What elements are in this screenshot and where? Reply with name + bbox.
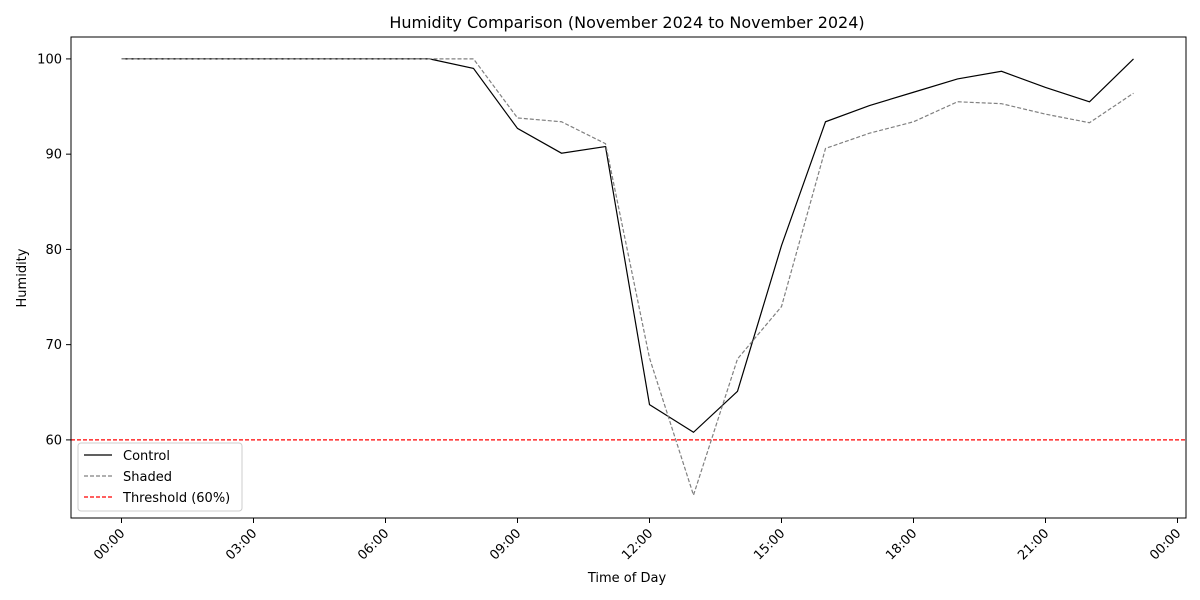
plot-frame	[70, 36, 1187, 519]
legend-label: Threshold (60%)	[122, 491, 230, 506]
series-line-shaded	[121, 58, 1134, 498]
y-axis: 60 70 80 90 100	[37, 52, 71, 448]
legend: Control Shaded Threshold (60%)	[77, 442, 243, 512]
plot-lines	[71, 58, 1186, 498]
x-tick-label: 12:00	[619, 526, 656, 563]
x-tick-label: 18:00	[883, 526, 920, 563]
legend-label: Shaded	[123, 470, 172, 485]
series-line-control	[121, 58, 1134, 434]
x-tick-label: 03:00	[223, 526, 260, 563]
x-tick-label: 06:00	[355, 526, 392, 563]
legend-box	[77, 442, 243, 512]
y-tick-label: 90	[45, 148, 62, 163]
x-tick-label: 00:00	[91, 526, 128, 563]
legend-label: Control	[123, 449, 170, 464]
y-tick-label: 100	[37, 52, 62, 67]
y-tick-label: 70	[45, 338, 62, 353]
x-tick-label: 09:00	[487, 526, 524, 563]
x-axis: 00:00 03:00 06:00 09:00 12:00 15:00 18:00 21:00…	[91, 518, 1184, 563]
x-tick-label: 00:00	[1147, 526, 1184, 563]
x-axis-label: Time of Day	[587, 571, 667, 586]
y-tick-label: 80	[45, 243, 62, 258]
y-tick-label: 60	[45, 433, 62, 448]
x-tick-label: 21:00	[1015, 526, 1052, 563]
y-axis-label: Humidity	[15, 248, 30, 307]
chart-title: Humidity Comparison (November 2024 to No…	[389, 13, 864, 32]
x-tick-label: 15:00	[751, 526, 788, 563]
